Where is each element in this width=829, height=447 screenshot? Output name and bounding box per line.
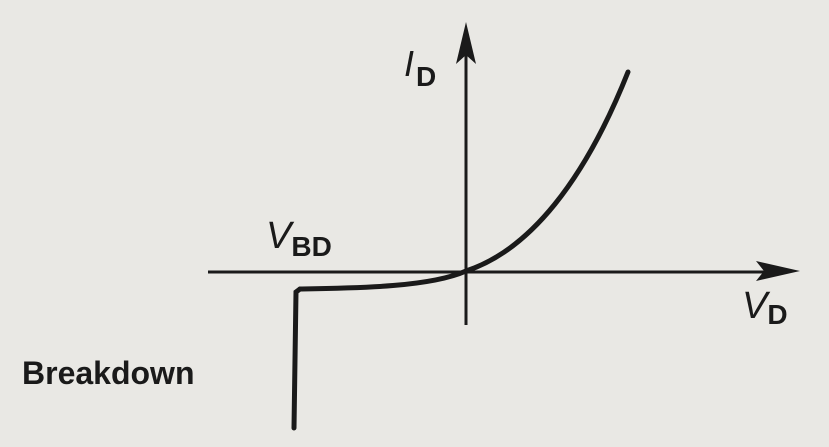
x-axis-arrowhead <box>756 261 800 281</box>
breakdown-voltage-label: VBD <box>266 215 332 262</box>
forward-bias-curve <box>463 69 631 274</box>
y-axis-label: ID <box>404 43 436 92</box>
breakdown-region-label: Breakdown <box>22 355 194 391</box>
x-axis-label: VD <box>742 285 788 330</box>
breakdown-curve <box>291 286 303 431</box>
reverse-leakage-curve <box>297 268 469 292</box>
y-axis-arrowhead <box>456 22 476 64</box>
